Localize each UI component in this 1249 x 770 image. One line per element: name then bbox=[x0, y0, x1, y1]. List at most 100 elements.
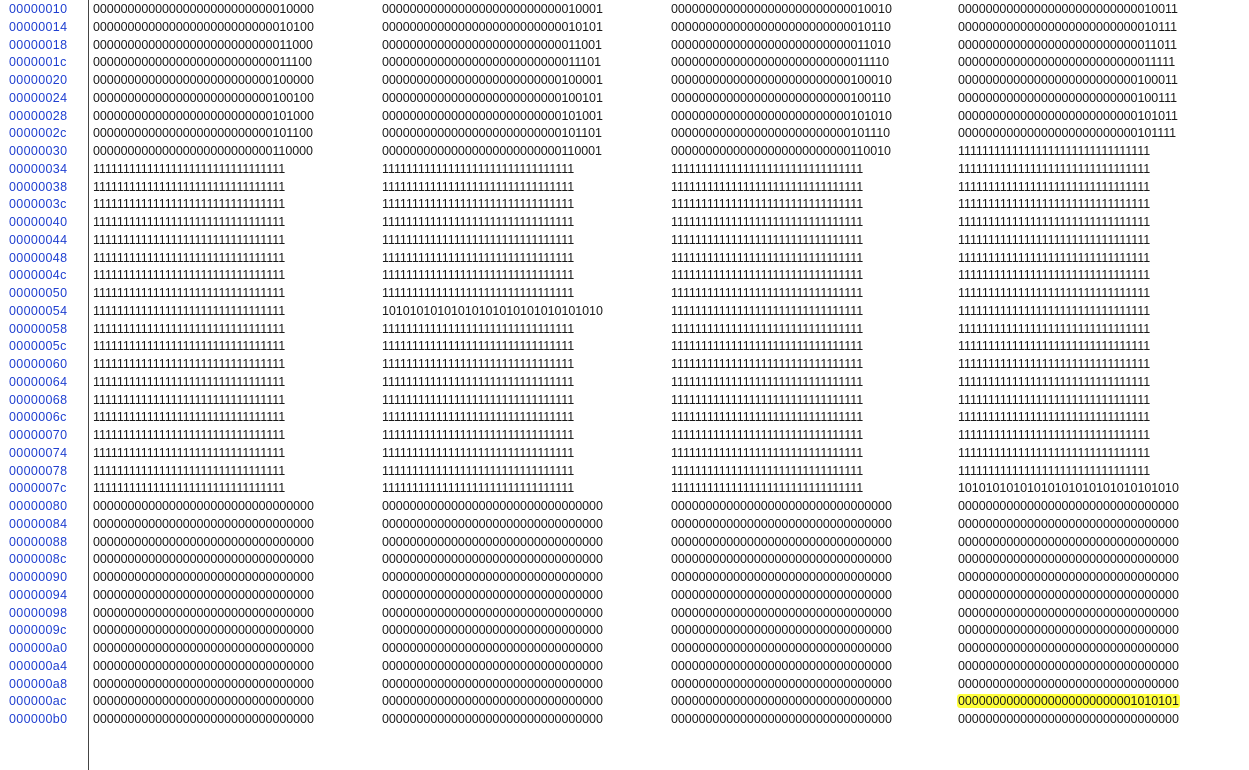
memory-word[interactable]: 00000000000000000000000000101000 bbox=[93, 108, 314, 123]
memory-word[interactable]: 11111111111111111111111111111111 bbox=[93, 161, 286, 176]
memory-row[interactable]: 00000040 11111111111111111111111111111111… bbox=[0, 214, 1249, 231]
memory-word[interactable]: 00000000000000000000000000000000 bbox=[93, 587, 314, 602]
memory-word[interactable]: 11111111111111111111111111111111 bbox=[958, 197, 1151, 212]
memory-word[interactable]: 00000000000000000000000000110001 bbox=[382, 144, 602, 158]
memory-word[interactable]: 11111111111111111111111111111111 bbox=[382, 161, 575, 176]
memory-word[interactable]: 00000000000000000000000000000000 bbox=[93, 676, 314, 691]
memory-word[interactable]: 00000000000000000000000000000000 bbox=[382, 694, 603, 709]
memory-word[interactable]: 00000000000000000000000000000000 bbox=[382, 570, 603, 584]
memory-word[interactable]: 00000000000000000000000000100011 bbox=[958, 73, 1178, 87]
memory-word[interactable]: 00000000000000000000000000011010 bbox=[671, 37, 891, 52]
memory-word[interactable]: 00000000000000000000000001010101 bbox=[957, 693, 1239, 710]
memory-word[interactable]: 11111111111111111111111111111111 bbox=[671, 250, 864, 265]
memory-row[interactable]: 00000010 00000000000000000000000000010000… bbox=[0, 1, 1249, 18]
memory-row[interactable]: 00000020 00000000000000000000000000100000… bbox=[0, 72, 1249, 89]
memory-word[interactable]: 00000000000000000000000000101001 bbox=[382, 108, 603, 123]
memory-word[interactable]: 11111111111111111111111111111111 bbox=[671, 463, 864, 478]
memory-row[interactable]: 0000007c 11111111111111111111111111111111… bbox=[0, 480, 1249, 497]
memory-row[interactable]: 00000064 11111111111111111111111111111111… bbox=[0, 374, 1249, 391]
memory-word[interactable]: 00000000000000000000000000100101 bbox=[382, 90, 603, 105]
memory-word[interactable]: 11111111111111111111111111111111 bbox=[93, 215, 286, 229]
memory-word[interactable]: 00000000000000000000000000000000 bbox=[93, 623, 314, 638]
memory-word[interactable]: 11111111111111111111111111111111 bbox=[958, 161, 1151, 176]
memory-row[interactable]: 00000050 11111111111111111111111111111111… bbox=[0, 285, 1249, 302]
memory-word[interactable]: 00000000000000000000000000000000 bbox=[93, 516, 314, 531]
memory-word[interactable]: 00000000000000000000000000000000 bbox=[382, 658, 603, 673]
memory-word[interactable]: 00000000000000000000000000000000 bbox=[958, 605, 1179, 620]
memory-row[interactable]: 00000038 11111111111111111111111111111111… bbox=[0, 179, 1249, 196]
memory-word[interactable]: 11111111111111111111111111111111 bbox=[958, 463, 1151, 478]
memory-word[interactable]: 11111111111111111111111111111111 bbox=[93, 410, 286, 425]
memory-word[interactable]: 11111111111111111111111111111111 bbox=[958, 410, 1151, 425]
memory-word[interactable]: 00000000000000000000000000000000 bbox=[93, 605, 314, 620]
memory-word[interactable]: 11111111111111111111111111111111 bbox=[382, 179, 575, 194]
memory-row[interactable]: 00000048 11111111111111111111111111111111… bbox=[0, 250, 1249, 267]
memory-word[interactable]: 00000000000000000000000000000000 bbox=[958, 534, 1179, 549]
memory-word[interactable]: 00000000000000000000000000101010 bbox=[671, 108, 892, 123]
memory-word[interactable]: 11111111111111111111111111111111 bbox=[382, 268, 575, 283]
memory-word[interactable]: 11111111111111111111111111111111 bbox=[382, 392, 575, 407]
memory-word[interactable]: 00000000000000000000000000000000 bbox=[93, 499, 314, 513]
memory-word[interactable]: 11111111111111111111111111111111 bbox=[93, 428, 286, 442]
memory-word[interactable]: 00000000000000000000000000000000 bbox=[671, 712, 892, 726]
memory-word[interactable]: 11111111111111111111111111111111 bbox=[671, 481, 864, 496]
memory-word[interactable]: 11111111111111111111111111111111 bbox=[93, 232, 286, 247]
memory-word[interactable]: 11111111111111111111111111111111 bbox=[958, 286, 1151, 300]
memory-row[interactable]: 000000a0 00000000000000000000000000000000… bbox=[0, 640, 1249, 657]
memory-word[interactable]: 00000000000000000000000000100111 bbox=[958, 90, 1178, 105]
memory-word[interactable]: 11111111111111111111111111111111 bbox=[671, 179, 864, 194]
memory-row[interactable]: 00000058 11111111111111111111111111111111… bbox=[0, 321, 1249, 338]
memory-word[interactable]: 00000000000000000000000000000000 bbox=[671, 570, 892, 584]
memory-word[interactable]: 00000000000000000000000000100010 bbox=[671, 73, 892, 87]
memory-word[interactable]: 10101010101010101010101010101010 bbox=[958, 481, 1179, 496]
memory-word[interactable]: 10101010101010101010101010101010 bbox=[382, 303, 603, 318]
memory-word[interactable]: 11111111111111111111111111111111 bbox=[671, 374, 864, 389]
memory-word[interactable]: 00000000000000000000000000000000 bbox=[382, 499, 603, 513]
memory-row[interactable]: 00000080 00000000000000000000000000000000… bbox=[0, 498, 1249, 515]
memory-word[interactable]: 11111111111111111111111111111111 bbox=[382, 410, 575, 425]
memory-word[interactable]: 11111111111111111111111111111111 bbox=[958, 428, 1151, 442]
memory-word[interactable]: 00000000000000000000000000000000 bbox=[958, 623, 1179, 638]
memory-word[interactable]: 00000000000000000000000000000000 bbox=[671, 605, 892, 620]
memory-row[interactable]: 00000014 00000000000000000000000000010100… bbox=[0, 19, 1249, 36]
memory-word[interactable]: 11111111111111111111111111111111 bbox=[671, 357, 864, 371]
memory-row[interactable]: 00000094 00000000000000000000000000000000… bbox=[0, 587, 1249, 604]
memory-word[interactable]: 11111111111111111111111111111111 bbox=[382, 286, 575, 300]
memory-word[interactable]: 00000000000000000000000000000000 bbox=[93, 694, 314, 709]
memory-row[interactable]: 00000034 11111111111111111111111111111111… bbox=[0, 161, 1249, 178]
memory-word[interactable]: 11111111111111111111111111111111 bbox=[671, 392, 864, 407]
memory-word[interactable]: 00000000000000000000000000010101 bbox=[382, 19, 603, 34]
memory-word[interactable]: 00000000000000000000000000011110 bbox=[671, 55, 890, 70]
memory-word[interactable]: 00000000000000000000000000000000 bbox=[93, 552, 314, 567]
memory-word[interactable]: 00000000000000000000000000010000 bbox=[93, 2, 314, 16]
memory-word[interactable]: 11111111111111111111111111111111 bbox=[382, 445, 575, 460]
memory-word[interactable]: 00000000000000000000000000010011 bbox=[958, 2, 1178, 16]
memory-word[interactable]: 11111111111111111111111111111111 bbox=[958, 445, 1151, 460]
memory-word[interactable]: 11111111111111111111111111111111 bbox=[382, 481, 575, 496]
memory-word[interactable]: 11111111111111111111111111111111 bbox=[382, 428, 575, 442]
memory-row[interactable]: 000000a8 00000000000000000000000000000000… bbox=[0, 676, 1249, 693]
memory-word[interactable]: 00000000000000000000000000100001 bbox=[382, 73, 603, 87]
memory-word[interactable]: 00000000000000000000000000100000 bbox=[93, 73, 314, 87]
memory-word[interactable]: 11111111111111111111111111111111 bbox=[93, 463, 286, 478]
memory-row[interactable]: 00000024 00000000000000000000000000100100… bbox=[0, 90, 1249, 107]
memory-row[interactable]: 00000098 00000000000000000000000000000000… bbox=[0, 605, 1249, 622]
memory-row[interactable]: 00000074 11111111111111111111111111111111… bbox=[0, 445, 1249, 462]
memory-word[interactable]: 11111111111111111111111111111111 bbox=[671, 303, 864, 318]
memory-row[interactable]: 00000028 00000000000000000000000000101000… bbox=[0, 108, 1249, 125]
memory-word[interactable]: 11111111111111111111111111111111 bbox=[671, 445, 864, 460]
memory-row[interactable]: 00000054 11111111111111111111111111111111… bbox=[0, 303, 1249, 320]
memory-word[interactable]: 11111111111111111111111111111111 bbox=[958, 268, 1151, 283]
memory-row[interactable]: 00000018 00000000000000000000000000011000… bbox=[0, 37, 1249, 54]
memory-word[interactable]: 00000000000000000000000000101101 bbox=[382, 126, 602, 141]
memory-word[interactable]: 11111111111111111111111111111111 bbox=[93, 392, 286, 407]
memory-word[interactable]: 00000000000000000000000000101110 bbox=[671, 126, 891, 141]
memory-row[interactable]: 000000ac 00000000000000000000000000000000… bbox=[0, 693, 1249, 710]
memory-word[interactable]: 11111111111111111111111111111111 bbox=[671, 268, 864, 283]
memory-word[interactable]: 00000000000000000000000000000000 bbox=[93, 641, 314, 655]
memory-row[interactable]: 0000006c 11111111111111111111111111111111… bbox=[0, 409, 1249, 426]
memory-word[interactable]: 00000000000000000000000000000000 bbox=[958, 658, 1179, 673]
memory-row[interactable]: 0000001c 00000000000000000000000000011100… bbox=[0, 54, 1249, 71]
memory-row[interactable]: 00000088 00000000000000000000000000000000… bbox=[0, 534, 1249, 551]
memory-word[interactable]: 00000000000000000000000000000000 bbox=[671, 658, 892, 673]
